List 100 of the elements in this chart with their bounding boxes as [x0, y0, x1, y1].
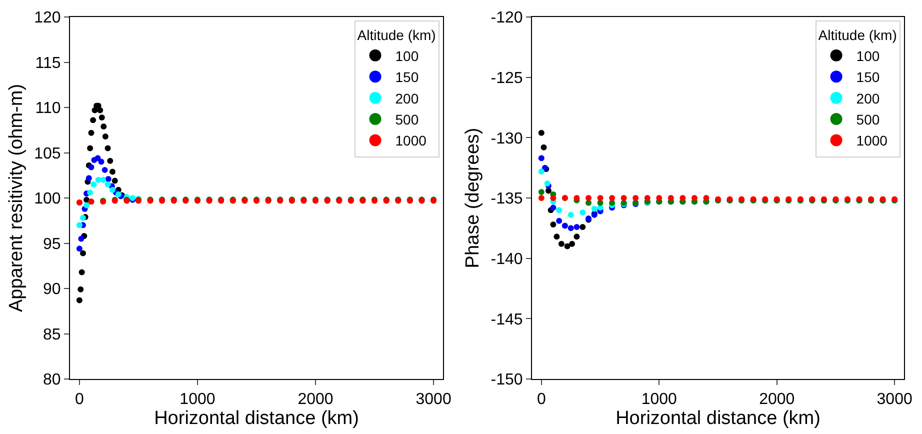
- point: [80, 250, 86, 256]
- point: [550, 195, 556, 201]
- x-tick-label: 1000: [180, 391, 216, 408]
- point: [104, 145, 111, 152]
- point: [100, 124, 107, 130]
- point: [88, 164, 94, 170]
- point: [620, 195, 627, 201]
- point: [644, 195, 650, 201]
- legend-title: Altitude (km): [357, 26, 436, 43]
- point: [550, 204, 556, 211]
- y-axis-title: Phase (degrees): [462, 128, 484, 268]
- legend-label: 150: [395, 69, 419, 86]
- point: [538, 155, 544, 162]
- x-tick-label: 0: [536, 391, 546, 408]
- point: [90, 181, 97, 188]
- point: [100, 176, 106, 183]
- y-axis-title: Apparent resitivity (ohm-m): [6, 84, 27, 312]
- point: [538, 195, 544, 201]
- point: [562, 222, 568, 229]
- y-tick-label: -130: [490, 130, 523, 148]
- point: [104, 181, 111, 188]
- point: [632, 195, 639, 201]
- legend-label: 100: [395, 48, 419, 64]
- point: [574, 234, 580, 240]
- point: [574, 195, 580, 201]
- point: [76, 297, 82, 304]
- y-tick-label: 120: [34, 10, 61, 27]
- x-tick-label: 3000: [416, 391, 452, 408]
- point: [78, 236, 84, 242]
- point: [105, 176, 112, 182]
- point: [107, 158, 114, 164]
- point: [680, 195, 686, 201]
- x-tick-label: 0: [74, 391, 84, 408]
- x-tick-label: 1000: [641, 391, 678, 408]
- point: [538, 168, 544, 174]
- point: [102, 166, 108, 173]
- point: [554, 234, 560, 240]
- y-tick-label: 110: [35, 100, 61, 118]
- y-tick-label: -120: [490, 10, 523, 27]
- y-tick-label: 100: [34, 190, 61, 208]
- point: [98, 114, 105, 120]
- point: [109, 186, 116, 193]
- point: [564, 243, 570, 250]
- point: [88, 130, 94, 136]
- point: [84, 196, 90, 203]
- y-tick-label: -140: [490, 250, 523, 268]
- legend-label: 1000: [395, 132, 427, 149]
- point: [568, 225, 574, 232]
- legend-label: 500: [395, 111, 419, 128]
- x-tick-label: 3000: [876, 391, 912, 408]
- point: [597, 195, 604, 201]
- y-tick-label: 80: [43, 372, 61, 389]
- point: [703, 195, 710, 201]
- point: [569, 240, 576, 247]
- point: [550, 222, 556, 228]
- point: [568, 212, 574, 218]
- x-axis-title: Horizontal distance (km): [154, 408, 359, 430]
- point: [558, 240, 564, 247]
- point: [556, 207, 562, 214]
- legend-label: 1000: [856, 132, 888, 149]
- y-tick-label: -145: [490, 311, 523, 328]
- point: [668, 195, 674, 201]
- x-tick-label: 2000: [298, 391, 334, 408]
- legend-label: 150: [856, 69, 880, 86]
- point: [656, 195, 662, 201]
- point: [580, 224, 586, 230]
- point: [580, 209, 586, 216]
- point: [94, 155, 101, 162]
- point: [591, 206, 598, 212]
- x-tick-label: 2000: [759, 391, 795, 408]
- y-tick-label: 115: [35, 54, 61, 72]
- point: [691, 195, 698, 201]
- y-tick-label: -135: [490, 190, 523, 208]
- y-tick-label: 105: [34, 145, 61, 162]
- legend-label: 500: [856, 111, 880, 128]
- point: [556, 218, 562, 224]
- point: [538, 130, 544, 136]
- point: [76, 222, 82, 228]
- point: [87, 145, 94, 152]
- y-tick-label: -150: [490, 372, 523, 389]
- legend-label: 100: [856, 48, 880, 64]
- y-tick-label: 85: [43, 326, 61, 344]
- point: [98, 158, 104, 165]
- point: [90, 117, 96, 124]
- point: [109, 168, 116, 175]
- point: [76, 246, 82, 252]
- legend-label: 200: [856, 90, 880, 106]
- y-tick-label: 95: [43, 236, 61, 253]
- point: [586, 195, 592, 201]
- point: [540, 144, 547, 150]
- point: [574, 224, 580, 230]
- point: [609, 195, 616, 201]
- point: [102, 133, 108, 140]
- legend-label: 200: [395, 90, 419, 106]
- y-tick-label: 90: [43, 281, 61, 298]
- point: [78, 269, 85, 276]
- point: [80, 214, 86, 221]
- point: [84, 202, 90, 208]
- point: [112, 178, 118, 184]
- point: [86, 175, 92, 182]
